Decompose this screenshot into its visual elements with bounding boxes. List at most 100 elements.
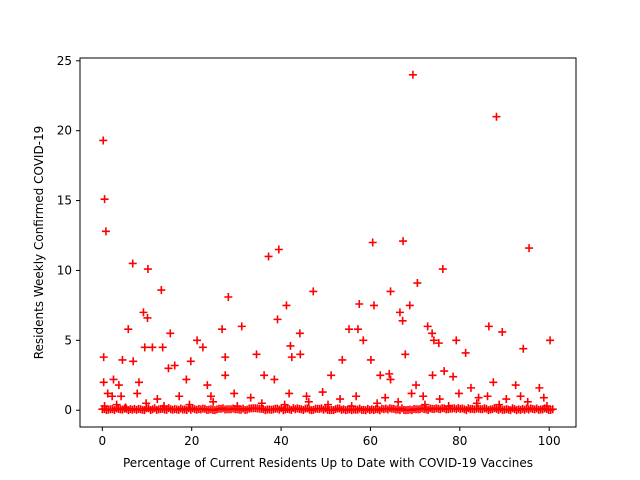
data-point: [386, 287, 395, 296]
x-tick-label: 20: [184, 434, 199, 448]
data-point: [108, 392, 117, 401]
data-point: [186, 357, 195, 366]
data-point: [170, 361, 179, 370]
data-point: [366, 355, 375, 364]
data-point: [546, 336, 555, 345]
data-point: [539, 393, 548, 402]
data-point: [133, 389, 142, 398]
data-point: [142, 399, 151, 408]
data-point: [489, 378, 498, 387]
data-point: [224, 293, 233, 302]
data-point: [203, 381, 212, 390]
data-point: [516, 392, 525, 401]
data-point: [246, 393, 255, 402]
data-point: [302, 392, 311, 401]
data-point: [338, 355, 347, 364]
data-point: [355, 300, 364, 308]
data-point: [100, 195, 109, 204]
data-point: [121, 403, 130, 412]
data-point: [148, 343, 157, 352]
data-point: [100, 402, 109, 411]
data-point: [435, 395, 444, 404]
y-tick-label: 25: [57, 54, 72, 68]
data-point: [140, 343, 149, 352]
data-point: [264, 252, 273, 261]
data-point: [296, 350, 305, 359]
data-point: [143, 265, 152, 274]
data-point: [519, 344, 528, 353]
data-point: [399, 237, 408, 246]
data-point: [218, 325, 227, 334]
data-point: [185, 400, 194, 409]
data-point: [502, 395, 511, 404]
data-point: [428, 371, 437, 380]
data-point: [285, 389, 294, 398]
data-point: [495, 400, 504, 409]
y-tick-label: 5: [64, 333, 72, 347]
data-point: [452, 336, 461, 345]
data-point: [395, 308, 404, 317]
x-tick-label: 100: [538, 434, 561, 448]
data-point: [523, 397, 532, 406]
data-point: [472, 399, 481, 408]
data-point: [535, 383, 544, 392]
data-point: [295, 329, 304, 338]
data-point: [434, 339, 443, 348]
data-point: [103, 389, 112, 398]
data-point: [401, 350, 410, 359]
markers: [98, 70, 557, 415]
data-point: [412, 381, 421, 390]
y-axis-label: Residents Weekly Confirmed COVID-19: [32, 126, 46, 360]
data-point: [286, 341, 295, 350]
data-point: [352, 392, 361, 401]
data-point: [419, 392, 428, 401]
data-point: [347, 402, 356, 411]
y-tick-label: 10: [57, 263, 72, 277]
data-point: [221, 371, 230, 380]
data-point: [492, 112, 501, 121]
x-axis: 0 20 40 60 80 100: [99, 427, 561, 448]
data-point: [233, 402, 242, 411]
data-point: [129, 357, 138, 366]
x-tick-label: 60: [363, 434, 378, 448]
data-point: [444, 402, 453, 411]
y-tick-label: 20: [57, 124, 72, 138]
data-point: [548, 405, 557, 414]
data-point: [270, 375, 279, 384]
data-point: [166, 329, 175, 338]
data-point: [112, 400, 121, 409]
data-point: [407, 389, 416, 398]
data-point: [124, 325, 133, 334]
x-tick-label: 40: [273, 434, 288, 448]
data-point: [386, 375, 395, 384]
data-point: [413, 279, 422, 288]
data-point: [336, 395, 345, 404]
data-point: [368, 238, 377, 247]
data-point: [143, 313, 152, 322]
data-point: [373, 399, 382, 408]
data-point: [99, 378, 108, 387]
axes-frame: [79, 57, 577, 428]
data-point: [164, 364, 173, 373]
data-point: [252, 350, 261, 359]
data-point: [309, 287, 318, 296]
data-point: [221, 353, 230, 362]
data-point: [230, 389, 239, 398]
data-point: [423, 322, 432, 331]
data-point: [484, 322, 493, 331]
data-point: [405, 301, 414, 310]
data-point: [160, 402, 169, 411]
data-point: [466, 383, 475, 392]
data-point: [525, 244, 534, 253]
data-point: [449, 372, 458, 381]
data-point: [353, 325, 362, 334]
data-point: [420, 400, 429, 409]
data-point: [153, 395, 162, 404]
data-point: [99, 136, 108, 145]
data-point: [134, 378, 143, 387]
data-point: [99, 353, 108, 362]
data-point: [440, 367, 449, 376]
data-point: [198, 343, 207, 352]
data-point: [359, 336, 368, 345]
